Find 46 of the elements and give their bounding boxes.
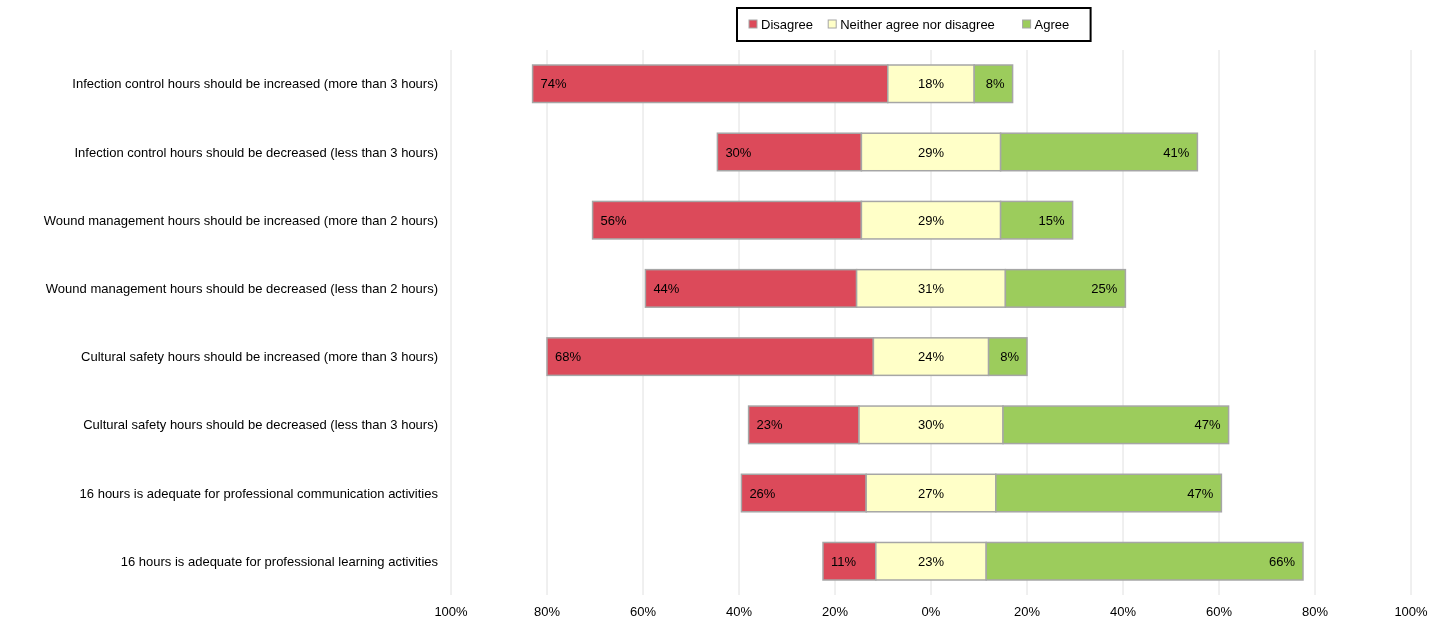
data-label: 23%: [756, 417, 784, 433]
x-tick-label: 80%: [1301, 604, 1329, 619]
y-tick-label: Wound management hours should be increased (more than 2 hours): [43, 212, 438, 228]
x-tick-label: 100%: [434, 604, 469, 619]
data-label: 41%: [1163, 144, 1190, 160]
data-label: 66%: [1268, 553, 1296, 569]
y-tick-label: Cultural safety hours should be decreased (less than 3 hours): [83, 417, 438, 433]
data-label: 15%: [1038, 212, 1066, 228]
legend-label: Neither agree nor disagree: [840, 17, 995, 33]
x-tick-label: 40%: [1109, 604, 1137, 619]
data-label: 25%: [1091, 280, 1118, 296]
data-label: 30%: [917, 417, 945, 433]
y-tick-label: Cultural safety hours should be increased (more than 3 hours): [81, 349, 438, 365]
data-label: 29%: [917, 144, 945, 160]
legend-label: Disagree: [761, 17, 814, 33]
data-label: 44%: [653, 280, 680, 296]
x-tick-label: 0%: [921, 604, 941, 619]
data-label: 11%: [831, 553, 857, 569]
x-tick-label: 80%: [533, 604, 561, 619]
data-label: 8%: [985, 76, 1006, 92]
x-tick-label: 100%: [1394, 604, 1429, 619]
legend-label: Agree: [1034, 17, 1070, 33]
data-label: 18%: [917, 76, 945, 92]
data-label: 26%: [749, 485, 776, 501]
x-tick-label: 60%: [629, 604, 657, 619]
data-label: 8%: [1000, 349, 1020, 365]
y-tick-label: Infection control hours should be decreased (less than 3 hours): [74, 144, 438, 160]
data-label: 68%: [555, 349, 582, 365]
y-tick-label: Infection control hours should be increased (more than 3 hours): [72, 76, 438, 92]
data-label: 27%: [917, 485, 945, 501]
x-tick-label: 20%: [821, 604, 849, 619]
data-label: 23%: [917, 553, 945, 569]
data-label: 29%: [917, 212, 945, 228]
x-tick-label: 40%: [725, 604, 753, 619]
data-label: 74%: [540, 76, 568, 92]
y-tick-label: 16 hours is adequate for professional learning activities: [120, 553, 439, 569]
data-label: 30%: [725, 144, 752, 160]
y-tick-label: Wound management hours should be decreased (less than 2 hours): [45, 280, 438, 296]
x-tick-label: 20%: [1013, 604, 1041, 619]
x-tick-label: 60%: [1205, 604, 1233, 619]
data-label: 56%: [600, 212, 628, 228]
y-tick-label: 16 hours is adequate for professional communication activities: [79, 485, 439, 501]
data-label: 47%: [1194, 417, 1222, 433]
data-label: 24%: [917, 349, 945, 365]
data-label: 47%: [1187, 485, 1214, 501]
data-label: 31%: [917, 280, 945, 296]
